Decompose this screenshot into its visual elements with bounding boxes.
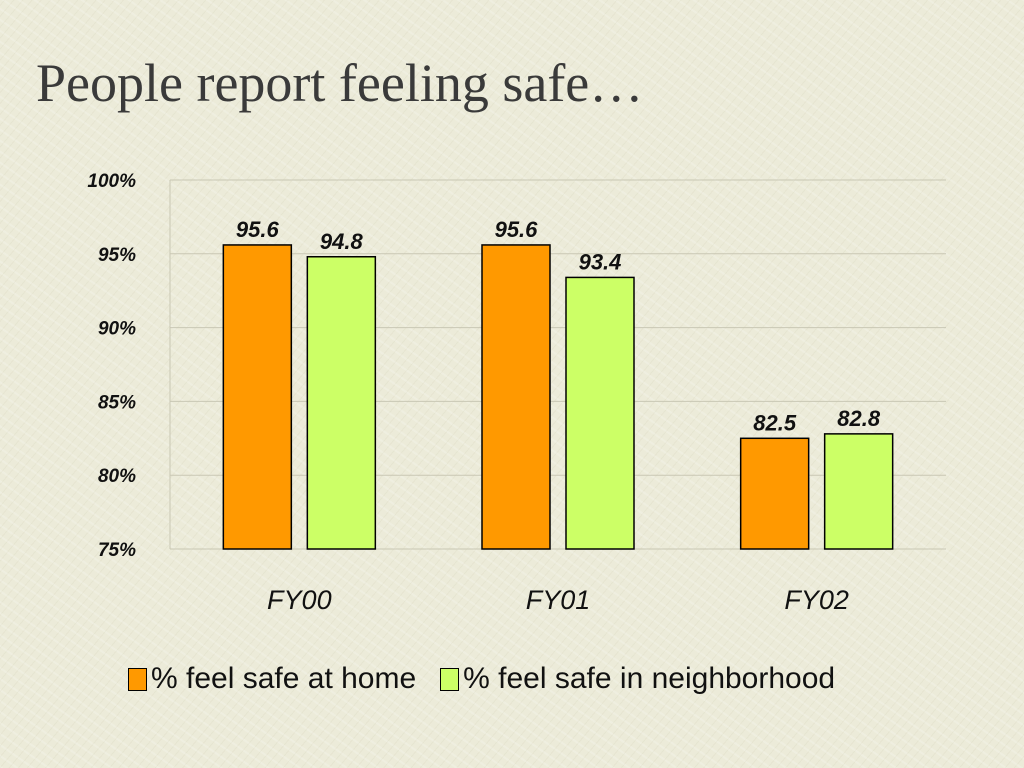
legend-item-home: % feel safe at home [128, 662, 416, 696]
legend-swatch-neighborhood [440, 667, 460, 691]
y-tick-label-75: 75% [98, 540, 136, 561]
bar-chart: 100% 95% 90% 85% 80% 75% 95.6 94.8 FY00 95.6 93.4 F… [87, 171, 946, 615]
bar-fy00-series-1 [306, 256, 377, 550]
bar-fy01-series-0 [481, 244, 551, 550]
legend: % feel safe at home % feel safe in neigh… [128, 662, 859, 696]
legend-label-home: % feel safe at home [151, 662, 417, 695]
data-label-fy01-series-0: 95.6 [495, 217, 539, 242]
x-tick-label-fy02: FY02 [784, 585, 849, 615]
legend-label-neighborhood: % feel safe in neighborhood [463, 662, 836, 695]
data-label-fy00-series-0: 95.6 [236, 217, 280, 242]
y-tick-label-80: 80% [98, 466, 136, 487]
y-tick-label-90: 90% [98, 319, 136, 340]
data-label-fy01-series-1: 93.4 [579, 249, 622, 274]
data-label-fy02-series-0: 82.5 [753, 410, 797, 435]
bar-fy00-series-0 [222, 244, 293, 550]
bar-fy02-series-1 [823, 433, 894, 550]
slide-title: People report feeling safe… [36, 53, 644, 113]
y-tick-label-100: 100% [87, 171, 136, 192]
data-label-fy00-series-1: 94.8 [320, 229, 364, 254]
x-tick-label-fy00: FY00 [267, 585, 332, 615]
x-tick-label-fy01: FY01 [526, 585, 591, 615]
bar-fy01-series-1 [565, 276, 635, 550]
y-tick-label-85: 85% [98, 392, 136, 413]
legend-item-neighborhood: % feel safe in neighborhood [440, 662, 835, 696]
y-tick-label-95: 95% [98, 245, 136, 266]
bar-fy02-series-0 [739, 437, 810, 550]
data-label-fy02-series-1: 82.8 [837, 406, 881, 431]
legend-swatch-home [128, 667, 147, 691]
